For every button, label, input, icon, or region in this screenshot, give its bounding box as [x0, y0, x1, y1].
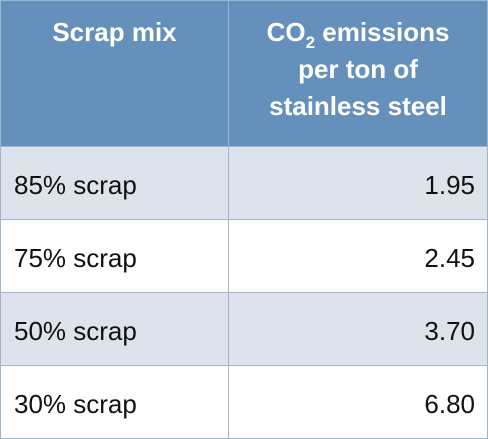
emissions-value-cell: 2.45 — [228, 219, 488, 293]
table-row: 50% scrap 3.70 — [0, 292, 488, 366]
emissions-value-cell: 6.80 — [228, 365, 488, 439]
header-co2-line3: stainless steel — [269, 91, 447, 121]
header-co2-line2: per ton of — [298, 54, 418, 84]
table-row: 75% scrap 2.45 — [0, 219, 488, 293]
scrap-mix-cell: 85% scrap — [0, 146, 229, 220]
table-body: 85% scrap 1.95 75% scrap 2.45 50% scrap … — [0, 146, 488, 439]
scrap-mix-cell: 50% scrap — [0, 292, 229, 366]
header-co2-suffix: emissions — [315, 17, 450, 47]
header-co2-prefix: CO — [266, 17, 306, 47]
header-co2-subscript: 2 — [305, 33, 316, 52]
table-header: Scrap mix CO2 emissions per ton of stain… — [0, 0, 488, 147]
emissions-value-cell: 1.95 — [228, 146, 488, 220]
scrap-mix-cell: 30% scrap — [0, 365, 229, 439]
emissions-value-cell: 3.70 — [228, 292, 488, 366]
header-scrap-mix: Scrap mix — [0, 0, 229, 147]
header-co2-emissions: CO2 emissions per ton of stainless steel — [228, 0, 488, 147]
table-row: 85% scrap 1.95 — [0, 146, 488, 220]
table-row: 30% scrap 6.80 — [0, 365, 488, 439]
header-scrap-mix-label: Scrap mix — [52, 17, 177, 47]
scrap-mix-cell: 75% scrap — [0, 219, 229, 293]
header-row: Scrap mix CO2 emissions per ton of stain… — [0, 0, 488, 147]
